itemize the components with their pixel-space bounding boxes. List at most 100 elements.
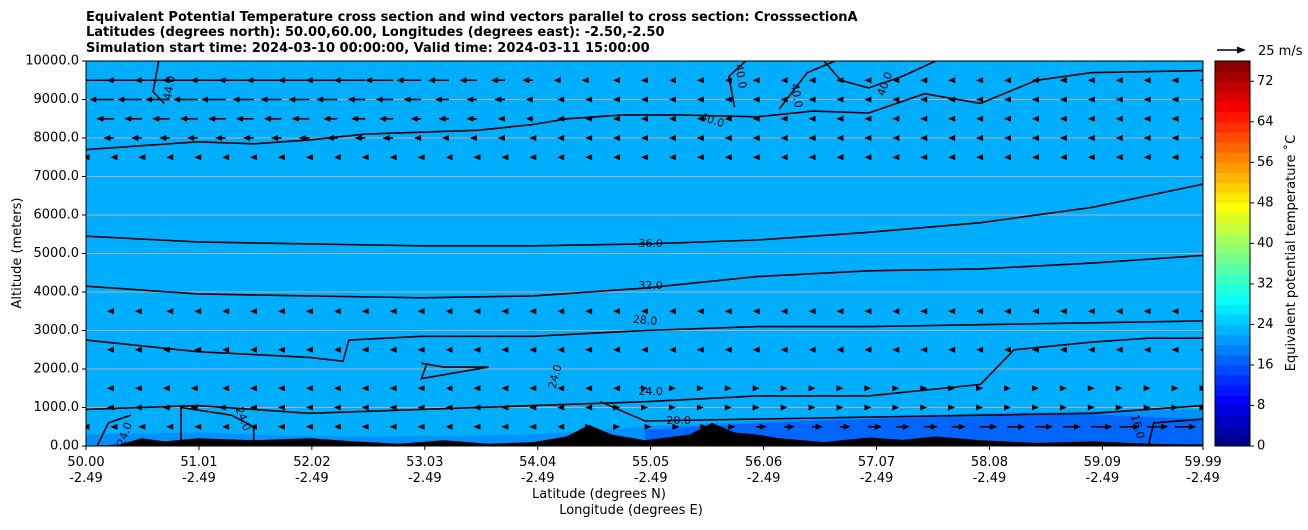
- colorbar-tick-label-0: 0: [1257, 439, 1265, 454]
- wind-vector: [585, 154, 593, 161]
- wind-vector: [326, 135, 338, 141]
- wind-vector: [305, 385, 313, 392]
- wind-vector-head: [375, 96, 383, 103]
- wind-vector-head: [836, 115, 844, 122]
- wind-vector: [110, 423, 118, 430]
- wind-vector-head: [696, 115, 704, 122]
- wind-vector-head: [808, 135, 816, 141]
- wind-vector: [396, 77, 422, 84]
- colorbar-swatch: [1215, 243, 1250, 254]
- wind-vector: [585, 346, 593, 353]
- wind-vector: [131, 135, 142, 141]
- wind-vector: [1059, 346, 1067, 353]
- wind-vector: [668, 154, 676, 161]
- wind-vector-head: [270, 135, 278, 141]
- wind-vector-head: [1171, 385, 1179, 392]
- wind-vector-head: [780, 404, 788, 411]
- wind-vector: [445, 423, 453, 430]
- wind-vector: [920, 77, 928, 84]
- wind-vector-head: [752, 96, 760, 103]
- wind-vector: [1004, 404, 1012, 411]
- wind-vector-head: [86, 423, 90, 430]
- wind-vector-head: [106, 308, 114, 315]
- wind-vector-head: [208, 115, 216, 122]
- wind-vector-head: [501, 385, 509, 392]
- wind-vector: [920, 404, 928, 411]
- wind-vector-head: [277, 77, 285, 84]
- wind-vector-head: [1087, 77, 1095, 84]
- wind-vector-head: [86, 154, 90, 161]
- x-tick-label-lon-1: -2.49: [182, 471, 216, 486]
- wind-vector: [948, 77, 956, 84]
- wind-vector: [291, 115, 310, 122]
- wind-vector: [134, 308, 142, 315]
- wind-vector-head: [724, 346, 732, 353]
- wind-vector: [166, 308, 174, 315]
- wind-vector: [494, 96, 505, 103]
- wind-vector: [1087, 115, 1095, 122]
- wind-vector: [780, 385, 788, 392]
- wind-vector: [1143, 404, 1151, 411]
- wind-vector: [298, 135, 310, 141]
- wind-vector: [1059, 385, 1067, 392]
- wind-vector: [414, 135, 422, 141]
- x-tick-label-lon-0: -2.49: [69, 471, 103, 486]
- wind-vector: [668, 77, 676, 84]
- wind-vector: [501, 154, 509, 161]
- wind-vector: [1171, 115, 1179, 122]
- wind-vector-head: [106, 385, 114, 392]
- wind-vector-head: [124, 115, 132, 122]
- wind-vector: [1087, 77, 1095, 84]
- wind-vector-head: [948, 346, 956, 353]
- wind-vector: [557, 423, 565, 430]
- wind-vector: [1031, 346, 1039, 353]
- wind-vector: [668, 135, 676, 141]
- wind-vector: [1199, 117, 1203, 121]
- colorbar-swatch: [1215, 435, 1250, 447]
- wind-vector: [585, 96, 593, 103]
- wind-vector-head: [668, 404, 676, 411]
- wind-vector: [808, 346, 816, 353]
- colorbar-tick-label-8: 64: [1257, 114, 1274, 129]
- wind-vector-head: [298, 135, 306, 141]
- wind-vector-head: [277, 308, 285, 315]
- wind-vector: [976, 308, 984, 315]
- wind-vector-head: [417, 385, 425, 392]
- wind-vector: [696, 346, 704, 353]
- wind-vector: [1087, 385, 1095, 392]
- wind-vector-head: [976, 308, 984, 315]
- wind-vector: [553, 77, 561, 84]
- wind-vector-head: [892, 154, 900, 161]
- wind-vector-head: [948, 135, 956, 141]
- wind-vector-head: [752, 308, 760, 315]
- wind-vector-head: [1031, 77, 1039, 84]
- wind-vector: [672, 423, 680, 430]
- wind-vector-head: [68, 116, 75, 122]
- wind-vector: [162, 385, 170, 392]
- wind-vector-head: [333, 154, 341, 161]
- wind-vector: [1035, 423, 1054, 430]
- wind-vector-head: [445, 308, 453, 315]
- wind-vector-head: [990, 423, 998, 430]
- wind-vector-head: [864, 115, 872, 122]
- wind-vector-head: [525, 96, 533, 103]
- wind-vector: [585, 385, 593, 392]
- wind-vector: [106, 385, 114, 392]
- wind-vector: [1115, 96, 1123, 103]
- wind-vector-head: [277, 385, 285, 392]
- wind-vector: [1199, 155, 1203, 159]
- wind-vector: [190, 404, 198, 411]
- wind-vector: [808, 404, 816, 411]
- wind-vector-head: [305, 423, 313, 430]
- title-line-2: Latitudes (degrees north): 50.00,60.00, …: [86, 25, 665, 40]
- wind-vector-head: [1059, 77, 1067, 84]
- wind-vector: [780, 346, 788, 353]
- wind-vector-head: [1004, 346, 1012, 353]
- wind-vector-head: [1115, 135, 1123, 141]
- wind-vector-head: [1087, 115, 1095, 122]
- wind-vector-head: [1004, 77, 1012, 84]
- wind-vector-head: [441, 135, 449, 141]
- wind-vector-head: [864, 308, 872, 315]
- wind-vector: [756, 423, 767, 430]
- wind-vector: [1171, 77, 1179, 84]
